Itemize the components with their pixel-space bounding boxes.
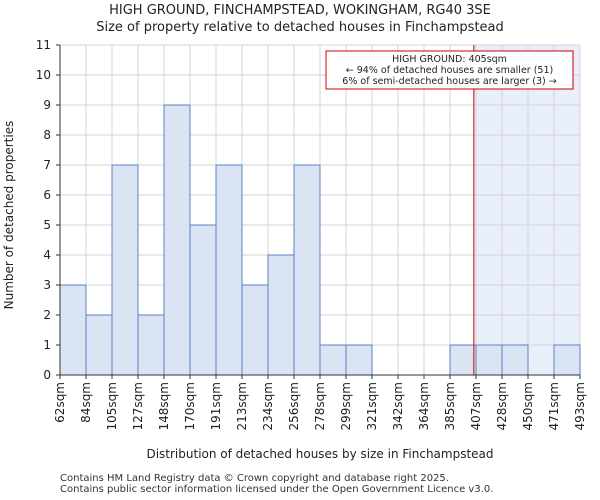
chart-subtitle: Size of property relative to detached ho…: [96, 20, 504, 35]
x-tick-label: 213sqm: [235, 382, 249, 430]
bar: [163, 104, 191, 376]
y-axis-label: Number of detached properties: [2, 121, 16, 310]
highlight-region: [473, 45, 580, 375]
bar: [137, 314, 165, 376]
bar: [345, 344, 373, 376]
x-tick-label: 62sqm: [53, 382, 67, 423]
y-tick-label: 10: [36, 68, 51, 82]
x-tick-label: 84sqm: [79, 382, 93, 423]
y-tick-label: 6: [43, 188, 51, 202]
bar: [189, 224, 217, 376]
bar: [553, 344, 581, 376]
annotation-box: [325, 50, 574, 90]
bar: [267, 254, 295, 376]
annotation-line-1: HIGH GROUND: 405sqm: [392, 54, 507, 65]
bar: [59, 284, 87, 376]
x-tick-label: 170sqm: [183, 382, 197, 430]
x-tick-label: 256sqm: [287, 382, 301, 430]
bar: [475, 344, 503, 376]
x-tick-label: 385sqm: [443, 382, 457, 430]
y-tick-label: 0: [43, 368, 51, 382]
annotation-line-2: ← 94% of detached houses are smaller (51…: [346, 65, 553, 76]
bar: [293, 164, 321, 376]
footer-licence: Contains public sector information licen…: [60, 484, 494, 495]
x-tick-label: 234sqm: [261, 382, 275, 430]
x-tick-label: 493sqm: [573, 382, 587, 430]
x-tick-label: 299sqm: [339, 382, 353, 430]
x-tick-label: 278sqm: [313, 382, 327, 430]
x-tick-label: 148sqm: [157, 382, 171, 430]
x-tick-label: 321sqm: [365, 382, 379, 430]
y-tick-label: 11: [36, 38, 51, 52]
y-tick-label: 5: [43, 218, 51, 232]
bar: [449, 344, 477, 376]
chart-title: HIGH GROUND, FINCHAMPSTEAD, WOKINGHAM, R…: [109, 3, 491, 18]
y-tick-label: 1: [43, 338, 51, 352]
x-tick-label: 105sqm: [105, 382, 119, 430]
bar: [319, 344, 347, 376]
bar: [241, 284, 269, 376]
x-tick-label: 471sqm: [547, 382, 561, 430]
x-tick-label: 428sqm: [495, 382, 509, 430]
annotation-line-3: 6% of semi-detached houses are larger (3…: [342, 76, 556, 87]
x-tick-label: 450sqm: [521, 382, 535, 430]
x-tick-label: 342sqm: [391, 382, 405, 430]
x-tick-label: 127sqm: [131, 382, 145, 430]
y-tick-label: 7: [43, 158, 51, 172]
bar: [215, 164, 243, 376]
y-tick-label: 2: [43, 308, 51, 322]
y-tick-label: 9: [43, 98, 51, 112]
x-tick-label: 407sqm: [469, 382, 483, 430]
y-tick-label: 4: [43, 248, 51, 262]
x-tick-label: 191sqm: [209, 382, 223, 430]
y-tick-label: 3: [43, 278, 51, 292]
x-axis-label: Distribution of detached houses by size …: [146, 447, 493, 461]
y-tick-label: 8: [43, 128, 51, 142]
x-tick-label: 364sqm: [417, 382, 431, 430]
bar: [85, 314, 113, 376]
bar: [501, 344, 529, 376]
footer-copyright: Contains HM Land Registry data © Crown c…: [60, 473, 449, 484]
bar: [111, 164, 139, 376]
